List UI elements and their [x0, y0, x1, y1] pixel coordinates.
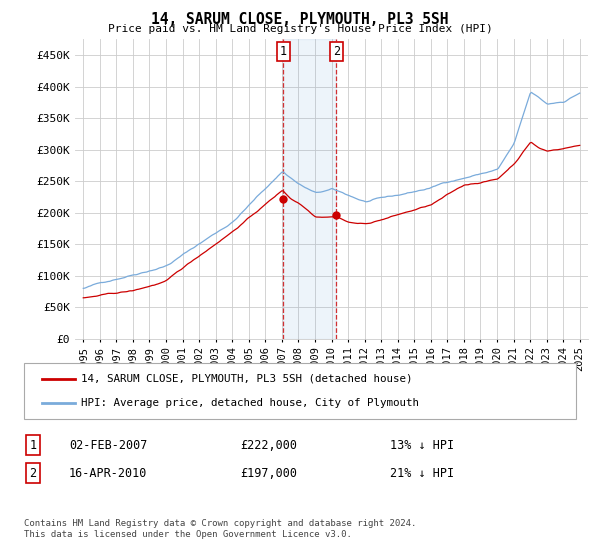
- Text: 1: 1: [280, 45, 287, 58]
- Text: £197,000: £197,000: [240, 466, 297, 480]
- Text: 14, SARUM CLOSE, PLYMOUTH, PL3 5SH (detached house): 14, SARUM CLOSE, PLYMOUTH, PL3 5SH (deta…: [81, 374, 413, 384]
- Text: Price paid vs. HM Land Registry's House Price Index (HPI): Price paid vs. HM Land Registry's House …: [107, 24, 493, 34]
- Bar: [283, 39, 336, 339]
- Text: £222,000: £222,000: [240, 438, 297, 452]
- Text: 13% ↓ HPI: 13% ↓ HPI: [390, 438, 454, 452]
- Text: 2: 2: [29, 466, 37, 480]
- Text: HPI: Average price, detached house, City of Plymouth: HPI: Average price, detached house, City…: [81, 398, 419, 408]
- Text: 2: 2: [333, 45, 340, 58]
- Text: 14, SARUM CLOSE, PLYMOUTH, PL3 5SH: 14, SARUM CLOSE, PLYMOUTH, PL3 5SH: [151, 12, 449, 27]
- Text: 02-FEB-2007: 02-FEB-2007: [69, 438, 148, 452]
- Text: Contains HM Land Registry data © Crown copyright and database right 2024.
This d: Contains HM Land Registry data © Crown c…: [24, 520, 416, 539]
- Text: 1: 1: [29, 438, 37, 452]
- Text: 16-APR-2010: 16-APR-2010: [69, 466, 148, 480]
- Text: 21% ↓ HPI: 21% ↓ HPI: [390, 466, 454, 480]
